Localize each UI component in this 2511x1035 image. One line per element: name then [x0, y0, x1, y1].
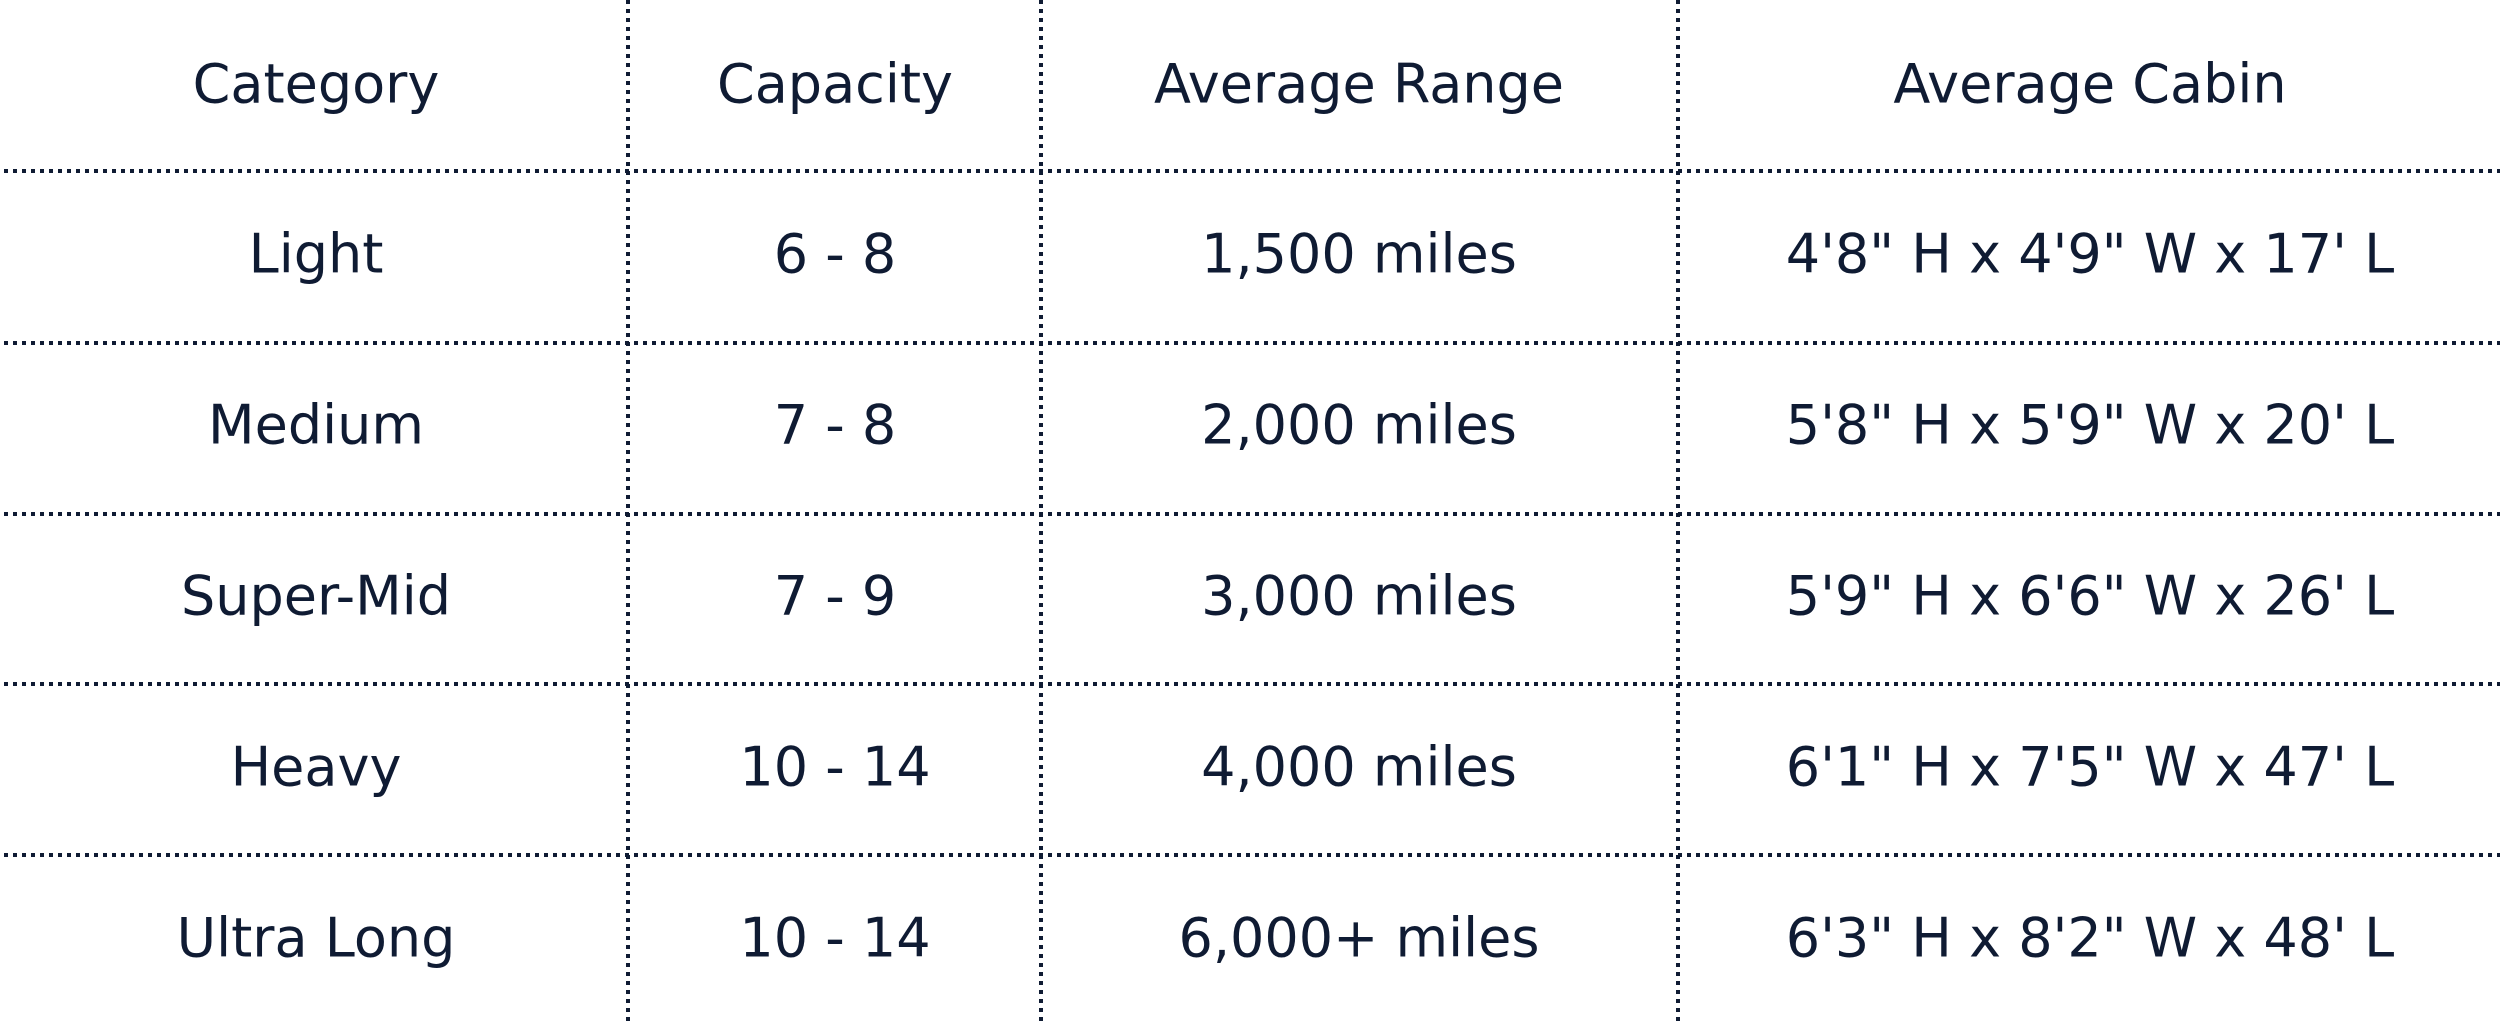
table-cell: 7 - 9: [774, 565, 897, 628]
header-cell: Average Cabin: [1893, 53, 2286, 116]
table-cell: 6 - 8: [774, 223, 897, 286]
header-cell: Average Range: [1154, 53, 1564, 116]
table-cell: 2,000 miles: [1201, 394, 1517, 457]
table-cell: 6'3" H x 8'2" W x 48' L: [1786, 907, 2395, 970]
table-cell: 5'8" H x 5'9" W x 20' L: [1786, 394, 2395, 457]
table-cell: 6'1" H x 7'5" W x 47' L: [1786, 736, 2395, 799]
table-cell: 7 - 8: [774, 394, 897, 457]
header-cell: Category: [193, 53, 440, 116]
table-cell: 4,000 miles: [1201, 736, 1517, 799]
table-cell: Medium: [208, 394, 424, 457]
table-cell: Super-Mid: [181, 565, 451, 628]
table-cell: 10 - 14: [739, 907, 930, 970]
table-cell: 1,500 miles: [1201, 223, 1517, 286]
table-cell: Light: [249, 223, 384, 286]
table-cell: Ultra Long: [177, 907, 456, 970]
table-cell: 10 - 14: [739, 736, 930, 799]
table-cell: 3,000 miles: [1201, 565, 1517, 628]
table-cell: 5'9" H x 6'6" W x 26' L: [1786, 565, 2395, 628]
table-cell: Heavy: [231, 736, 402, 799]
table-cell: 6,000+ miles: [1179, 907, 1540, 970]
table-cell: 4'8" H x 4'9" W x 17' L: [1786, 223, 2395, 286]
header-cell: Capacity: [717, 53, 953, 116]
